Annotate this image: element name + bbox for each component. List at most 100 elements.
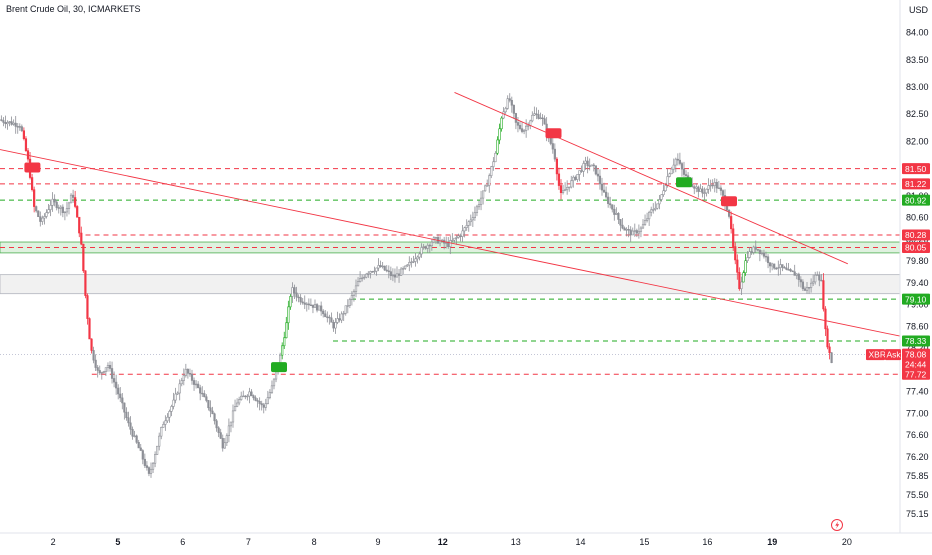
candle-body bbox=[449, 240, 452, 247]
candle bbox=[106, 362, 110, 372]
candle-body bbox=[166, 416, 169, 422]
candle-body bbox=[338, 318, 341, 321]
candle-body bbox=[8, 121, 11, 123]
candle bbox=[324, 310, 327, 318]
candle-body bbox=[781, 264, 784, 268]
candle-body bbox=[348, 299, 351, 306]
candle-body bbox=[367, 272, 370, 275]
candle-body bbox=[578, 170, 581, 175]
candle-body bbox=[266, 397, 269, 404]
candle bbox=[609, 196, 612, 209]
candle bbox=[320, 301, 323, 316]
candle-body bbox=[627, 229, 630, 231]
candle-body bbox=[39, 216, 42, 222]
candle bbox=[262, 402, 265, 414]
candle bbox=[736, 254, 739, 280]
candle-body bbox=[522, 130, 526, 132]
candle bbox=[307, 298, 310, 310]
candle-body bbox=[45, 212, 48, 217]
candle-body bbox=[412, 261, 415, 263]
candle-body bbox=[625, 229, 628, 231]
candle bbox=[39, 211, 42, 227]
signal-marker-red bbox=[545, 128, 562, 139]
candle-body bbox=[520, 128, 524, 132]
symbol-tag-label: XBR bbox=[869, 350, 886, 360]
x-tick-label: 20 bbox=[842, 537, 852, 547]
candle-body bbox=[615, 213, 618, 215]
candle-body bbox=[447, 242, 450, 247]
candle bbox=[576, 174, 579, 183]
candle-body bbox=[822, 280, 825, 310]
candle bbox=[787, 262, 790, 271]
candle-body bbox=[311, 304, 315, 308]
candle bbox=[4, 115, 7, 129]
candle-body bbox=[285, 322, 288, 339]
candle-body bbox=[492, 161, 495, 167]
candle bbox=[693, 185, 696, 195]
candle bbox=[289, 294, 292, 310]
candle-body bbox=[332, 321, 335, 329]
candle bbox=[807, 287, 811, 294]
candle bbox=[236, 398, 239, 408]
candle-body bbox=[484, 185, 487, 192]
candle bbox=[389, 266, 392, 281]
candle-body bbox=[451, 239, 454, 242]
candle bbox=[399, 266, 403, 276]
candle-body bbox=[233, 406, 237, 412]
candle-body bbox=[358, 278, 362, 282]
candle bbox=[303, 295, 306, 310]
candle bbox=[346, 299, 349, 314]
candle-body bbox=[49, 205, 52, 210]
candle bbox=[727, 209, 731, 219]
candle-body bbox=[207, 400, 210, 409]
candle-body bbox=[645, 218, 649, 221]
candle-body bbox=[108, 364, 112, 369]
candle bbox=[416, 255, 419, 264]
candle bbox=[754, 240, 757, 253]
candle bbox=[6, 120, 9, 130]
candle-body bbox=[2, 120, 5, 123]
price-tag-label: 80.28 bbox=[905, 230, 927, 240]
candle-body bbox=[801, 281, 804, 290]
candle bbox=[14, 115, 17, 134]
candle bbox=[166, 413, 169, 423]
candle-body bbox=[775, 267, 778, 270]
candle-body bbox=[119, 393, 122, 399]
candle-body bbox=[799, 279, 802, 283]
candle bbox=[94, 354, 97, 371]
candle bbox=[637, 224, 640, 239]
candle bbox=[740, 276, 743, 295]
candle bbox=[766, 254, 770, 269]
candle-body bbox=[201, 392, 204, 395]
candle bbox=[252, 394, 255, 401]
candle-body bbox=[361, 277, 364, 280]
candle-body bbox=[771, 263, 774, 267]
candle-body bbox=[22, 130, 26, 139]
candle-body bbox=[617, 213, 620, 220]
x-tick-label: 8 bbox=[312, 537, 317, 547]
candle-body bbox=[463, 227, 466, 232]
candle bbox=[352, 289, 356, 302]
candle-body bbox=[500, 117, 503, 130]
candle-body bbox=[693, 186, 696, 189]
candle bbox=[662, 184, 665, 197]
candle-body bbox=[6, 122, 9, 125]
candle bbox=[342, 310, 345, 321]
candle bbox=[621, 217, 624, 230]
candle-body bbox=[244, 395, 247, 398]
candle-body bbox=[143, 458, 146, 466]
candle-body bbox=[676, 158, 679, 161]
price-tag-red bbox=[902, 163, 930, 175]
candle bbox=[420, 243, 423, 258]
candle bbox=[582, 160, 585, 177]
candle bbox=[313, 299, 317, 308]
candle bbox=[381, 261, 384, 269]
candle-body bbox=[293, 287, 296, 294]
candle-body bbox=[652, 209, 655, 211]
lightning-icon[interactable] bbox=[831, 519, 843, 531]
candle bbox=[250, 389, 253, 397]
candle-body bbox=[12, 122, 15, 125]
candle bbox=[369, 270, 372, 279]
